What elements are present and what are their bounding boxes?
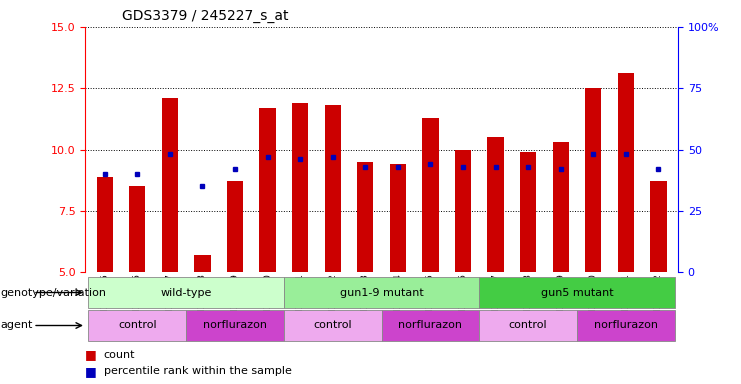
Bar: [520, 152, 536, 272]
Bar: [227, 181, 243, 272]
Text: control: control: [509, 321, 548, 331]
Bar: [96, 177, 113, 272]
Bar: [129, 186, 145, 272]
Text: agent: agent: [0, 321, 33, 331]
Bar: [488, 137, 504, 272]
Bar: [284, 276, 479, 308]
Text: norflurazon: norflurazon: [203, 321, 267, 331]
Text: norflurazon: norflurazon: [399, 321, 462, 331]
Bar: [325, 105, 341, 272]
Bar: [357, 162, 373, 272]
Bar: [88, 276, 284, 308]
Text: ■: ■: [85, 365, 97, 378]
Text: control: control: [118, 321, 156, 331]
Text: control: control: [313, 321, 352, 331]
Bar: [422, 118, 439, 272]
Text: genotype/variation: genotype/variation: [0, 288, 106, 298]
Bar: [186, 310, 284, 341]
Bar: [162, 98, 178, 272]
Text: count: count: [104, 349, 136, 359]
Bar: [479, 276, 675, 308]
Text: gun5 mutant: gun5 mutant: [541, 288, 614, 298]
Text: ■: ■: [85, 348, 97, 361]
Text: percentile rank within the sample: percentile rank within the sample: [104, 366, 292, 376]
Bar: [390, 164, 406, 272]
Text: gun1-9 mutant: gun1-9 mutant: [339, 288, 424, 298]
Bar: [577, 310, 675, 341]
Bar: [618, 73, 634, 272]
Bar: [259, 108, 276, 272]
Bar: [382, 310, 479, 341]
Bar: [479, 310, 577, 341]
Text: wild-type: wild-type: [161, 288, 212, 298]
Bar: [651, 181, 667, 272]
Bar: [292, 103, 308, 272]
Bar: [88, 310, 186, 341]
Bar: [194, 255, 210, 272]
Bar: [553, 142, 569, 272]
Bar: [585, 88, 602, 272]
Bar: [455, 149, 471, 272]
Text: norflurazon: norflurazon: [594, 321, 658, 331]
Text: GDS3379 / 245227_s_at: GDS3379 / 245227_s_at: [122, 9, 289, 23]
Bar: [284, 310, 382, 341]
